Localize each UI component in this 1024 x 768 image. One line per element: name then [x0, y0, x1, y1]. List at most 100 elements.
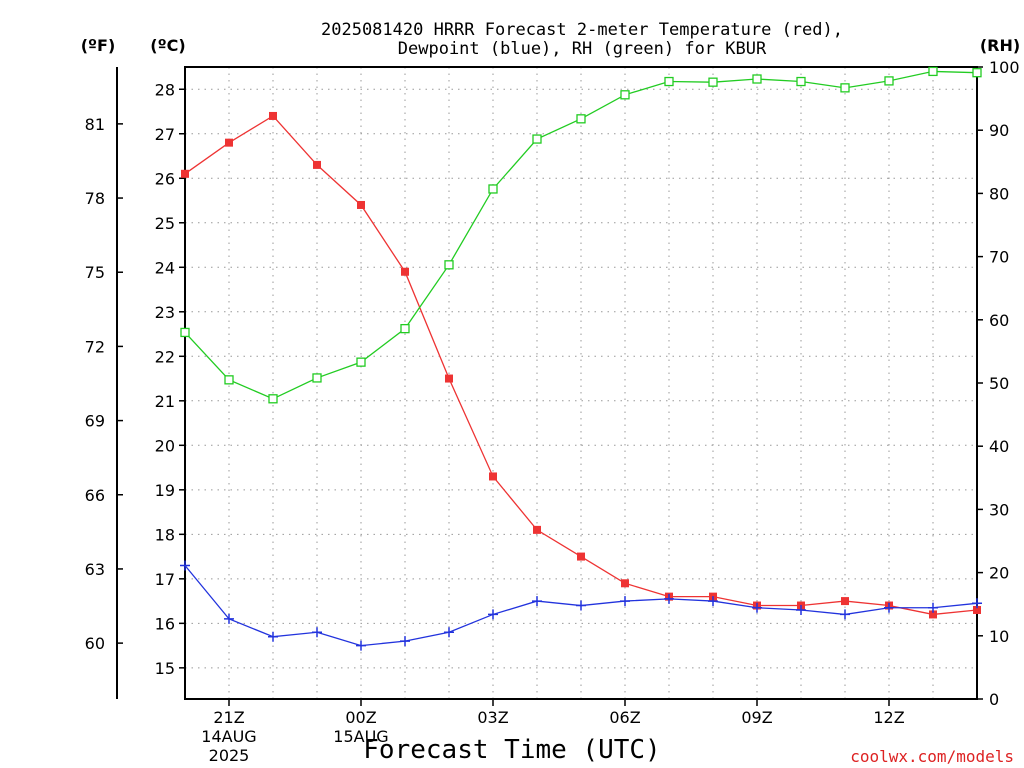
dewpoint-point	[796, 604, 806, 615]
x-tick-label: 15AUG	[333, 727, 388, 746]
temperature-point	[181, 169, 189, 178]
x-tick-label: 21Z	[213, 708, 244, 727]
chart-title: 2025081420 HRRR Forecast 2-meter Tempera…	[321, 20, 843, 40]
x-tick-label: 09Z	[741, 708, 772, 727]
rh-tick-label: 80	[989, 184, 1009, 203]
temperature-point	[621, 579, 629, 588]
fahrenheit-tick-label: 66	[85, 486, 105, 505]
rh-point	[180, 327, 190, 338]
fahrenheit-tick-label: 75	[85, 263, 105, 282]
rh-point	[356, 357, 366, 367]
celsius-tick-label: 24	[155, 258, 175, 277]
rh-point	[796, 76, 806, 87]
temperature-point	[445, 374, 453, 383]
rh-point	[400, 323, 410, 334]
dewpoint-point	[972, 598, 982, 609]
dewpoint-point	[928, 602, 938, 613]
dewpoint-point	[752, 602, 762, 613]
rh-point	[664, 76, 674, 87]
rh-tick-label: 90	[989, 121, 1009, 140]
rh-point	[840, 83, 850, 93]
data-series	[180, 66, 982, 651]
credit-text: coolwx.com/models	[850, 747, 1014, 766]
rh-tick-label: 50	[989, 374, 1009, 393]
dewpoint-point	[576, 600, 586, 611]
dewpoint-point	[400, 636, 410, 647]
rh-tick-label: 30	[989, 500, 1009, 519]
x-axis-title: Forecast Time (UTC)	[363, 735, 660, 765]
temperature-point	[973, 605, 981, 614]
celsius-unit-label: (ºC)	[150, 36, 185, 55]
chart-subtitle: Dewpoint (blue), RH (green) for KBUR	[398, 39, 767, 59]
rh-tick-label: 10	[989, 627, 1009, 646]
celsius-tick-label: 27	[155, 125, 175, 144]
celsius-tick-label: 26	[155, 169, 175, 188]
rh-tick-label: 70	[989, 248, 1009, 267]
rh-tick-label: 40	[989, 437, 1009, 456]
rh-tick-label: 60	[989, 311, 1009, 330]
rh-point	[532, 134, 542, 144]
rh-point	[312, 373, 322, 383]
rh-point	[972, 68, 982, 78]
dewpoint-point	[620, 596, 630, 607]
x-tick-label: 2025	[209, 746, 250, 765]
dewpoint-point	[884, 602, 894, 613]
x-tick-label: 14AUG	[201, 727, 256, 746]
celsius-tick-label: 18	[155, 525, 175, 544]
celsius-tick-label: 23	[155, 303, 175, 322]
dewpoint-point	[312, 627, 322, 638]
fahrenheit-unit-label: (ºF)	[81, 36, 116, 55]
rh-point	[928, 66, 938, 77]
rh-point	[620, 90, 630, 100]
celsius-tick-label: 19	[155, 481, 175, 500]
rh-tick-label: 20	[989, 564, 1009, 583]
dewpoint-point	[268, 631, 278, 642]
rh-point	[752, 74, 762, 84]
x-tick-label: 00Z	[345, 708, 376, 727]
fahrenheit-tick-label: 78	[85, 189, 105, 208]
temperature-point	[401, 267, 409, 276]
axis-ticks: 15 16 17 18 19 20 21 22 23 24 25 26 27 28 60 63 66 69 72 75…	[85, 58, 1020, 765]
fahrenheit-tick-label: 72	[85, 337, 105, 356]
celsius-tick-label: 20	[155, 436, 175, 455]
temperature-point	[533, 525, 541, 534]
dewpoint-point	[356, 640, 366, 651]
rh-unit-label: (RH)	[980, 36, 1020, 55]
rh-point	[224, 375, 234, 385]
temperature-point	[929, 610, 937, 619]
celsius-tick-label: 25	[155, 214, 175, 233]
fahrenheit-tick-label: 81	[85, 115, 105, 134]
temperature-point	[577, 552, 585, 561]
dewpoint-point	[708, 596, 718, 607]
celsius-tick-label: 28	[155, 80, 175, 99]
rh-point	[884, 76, 894, 86]
fahrenheit-tick-label: 60	[85, 634, 105, 653]
rh-point	[708, 77, 718, 87]
dewpoint-point	[840, 609, 850, 620]
celsius-tick-label: 16	[155, 614, 175, 633]
dewpoint-point	[444, 627, 454, 638]
x-tick-label: 06Z	[609, 708, 640, 727]
rh-tick-label: 100	[989, 58, 1020, 77]
x-tick-label: 12Z	[873, 708, 904, 727]
x-tick-label: 03Z	[477, 708, 508, 727]
celsius-tick-label: 15	[155, 659, 175, 678]
celsius-tick-label: 21	[155, 392, 175, 411]
temperature-point	[357, 200, 365, 209]
gridlines	[185, 67, 977, 699]
dewpoint-point	[180, 560, 190, 571]
temperature-point	[313, 160, 321, 169]
dewpoint-point	[224, 613, 234, 624]
temperature-point	[841, 597, 849, 606]
rh-point	[444, 260, 454, 270]
rh-point	[268, 394, 278, 404]
dewpoint-point	[532, 596, 542, 607]
rh-point	[576, 114, 586, 124]
temperature-point	[269, 111, 277, 120]
celsius-tick-label: 17	[155, 570, 175, 589]
dewpoint-point	[488, 609, 498, 620]
rh-point	[488, 184, 498, 194]
temperature-point	[489, 472, 497, 481]
fahrenheit-tick-label: 69	[85, 412, 105, 431]
